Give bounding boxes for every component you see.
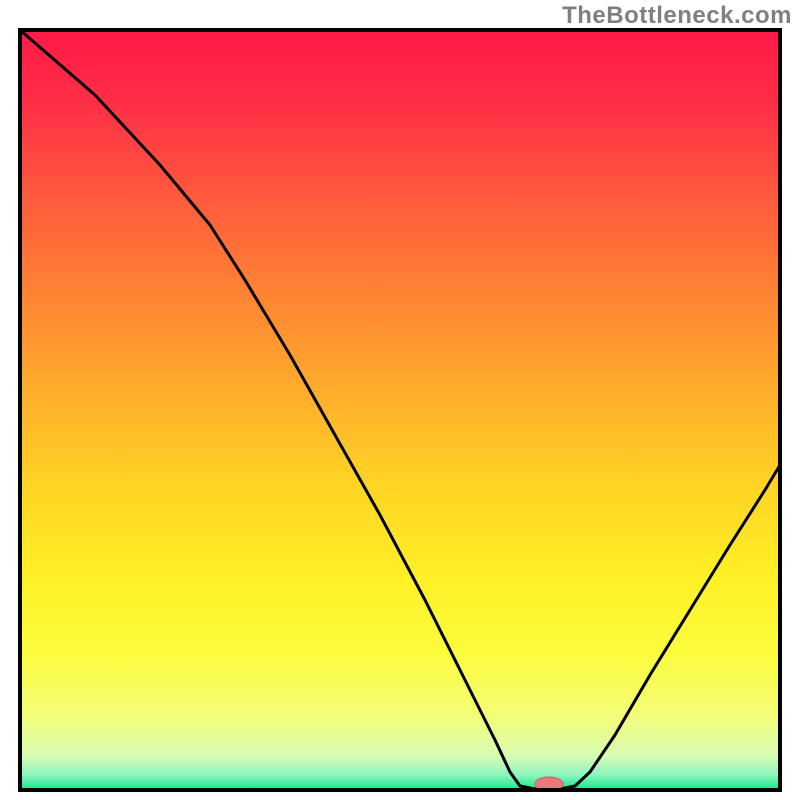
gradient-background	[20, 30, 780, 790]
bottleneck-chart	[0, 0, 800, 800]
watermark-text: TheBottleneck.com	[562, 2, 792, 30]
chart-container: { "watermark": "TheBottleneck.com", "cha…	[0, 0, 800, 800]
